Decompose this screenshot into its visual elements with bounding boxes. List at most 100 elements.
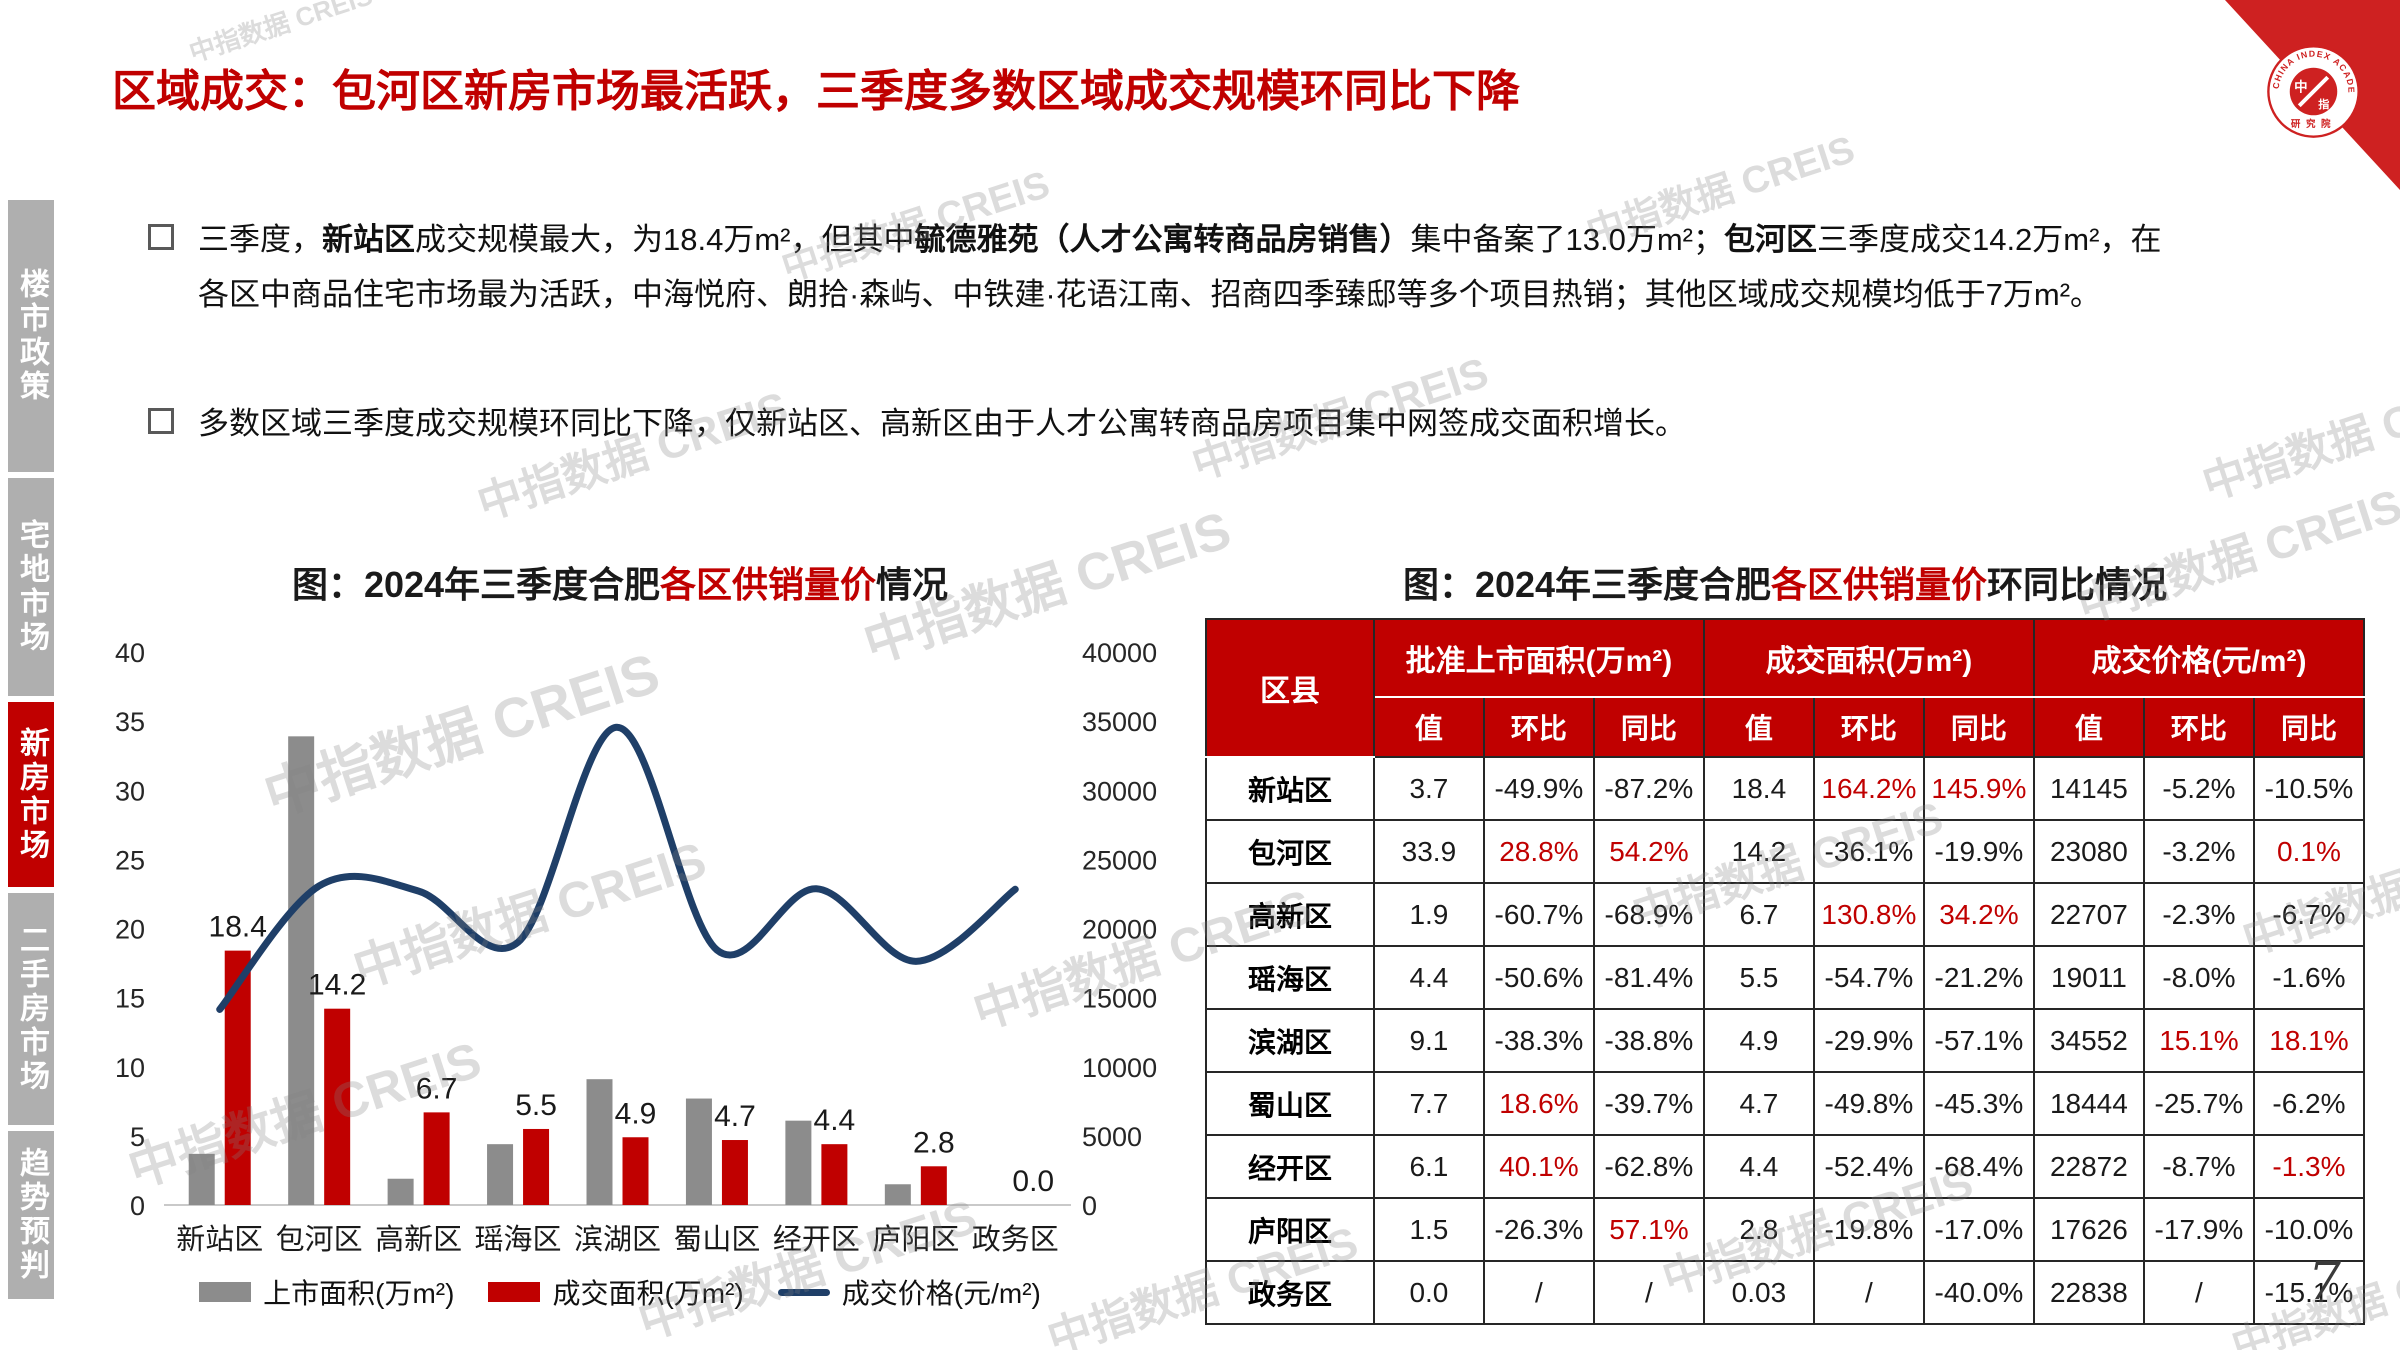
district-name-cell: 蜀山区 [1205,1071,1375,1136]
table-cell: 2.8 [1702,1197,1815,1262]
table-corner-header: 区县 [1205,618,1375,758]
table-cell: -60.7% [1482,882,1595,947]
legend-bar-swatch [488,1282,541,1302]
district-name-cell: 新站区 [1205,756,1375,821]
sidebar-item-5[interactable]: 趋势预判 [8,1131,54,1299]
table-cell: 19011 [2032,945,2145,1010]
table-cell: -21.2% [1922,945,2035,1010]
legend-label: 成交价格(元/m²) [841,1278,1041,1309]
table-cell: -2.3% [2142,882,2255,947]
table-cell: -45.3% [1922,1071,2035,1136]
bullet-square-icon [148,408,174,434]
legend-line-swatch [777,1288,830,1296]
district-stats-table: 区县 批准上市面积(万m²) 成交面积(万m²) 成交价格(元/m²) 值环比 同比值环比… [1205,618,2366,1325]
table-cell: / [2142,1260,2255,1325]
table-cell: 34.2% [1922,882,2035,947]
legend-label: 成交面积(万m²) [552,1278,744,1309]
table-cell: 22838 [2032,1260,2145,1325]
table-cell: -49.9% [1482,756,1595,821]
table-cell: -39.7% [1592,1071,1705,1136]
table-cell: 7.7 [1372,1071,1485,1136]
china-index-academy-seal: CHINA INDEX ACADEMY 中 指 研究院 [2266,44,2360,138]
table-cell: -17.9% [2142,1197,2255,1262]
table-cell: -57.1% [1922,1008,2035,1073]
left-axis-tick: 40 [115,638,145,668]
sidebar-item-3[interactable]: 新房市场 [8,702,54,887]
seal-slash-icon [2297,75,2330,108]
right-axis-tick: 15000 [1082,984,1157,1014]
bar-supply [884,1184,911,1205]
table-cell: -10.5% [2252,756,2366,821]
table-cell: 6.7 [1702,882,1815,947]
table-cell: -10.0% [2252,1197,2366,1262]
table-cell: -40.0% [1922,1260,2035,1325]
category-label: 高新区 [375,1223,462,1252]
table-cell: 40.1% [1482,1134,1595,1199]
price-line [216,723,1019,1013]
district-name-cell: 包河区 [1205,819,1375,884]
table-cell: -6.2% [2252,1071,2366,1136]
combo-chart: 0 5 10 15 20 25 30 35 40 0 5000 10000 15000 20000 2500… [115,638,1157,1252]
table-cell: -68.9% [1592,882,1705,947]
table-group-header: 批准上市面积(万m²) [1372,618,1705,698]
sidebar-item-2[interactable]: 宅地市场 [8,478,54,696]
table-cell: -52.4% [1812,1134,1925,1199]
table-group-header: 成交面积(万m²) [1702,618,2035,698]
category-label: 经开区 [773,1223,860,1252]
table-cell: 15.1% [2142,1008,2255,1073]
table-cell: -87.2% [1592,756,1705,821]
table-row: 高新区 1.9 -60.7% -68.9% 6.7 130.8% 34.2% 22707 -2.… [1205,882,2366,947]
table-cell: -17.0% [1922,1197,2035,1262]
district-name-cell: 瑶海区 [1205,945,1375,1010]
bar-sales [821,1144,848,1205]
table-cell: 4.7 [1702,1071,1815,1136]
district-name-cell: 高新区 [1205,882,1375,947]
bar-data-label: 4.9 [615,1097,657,1130]
table-row: 蜀山区 7.7 18.6% -39.7% 4.7 -49.8% -45.3% 18444 -25… [1205,1071,2366,1136]
sidebar-nav: 楼市政策宅地市场新房市场二手房市场趋势预判 [8,200,54,1305]
table-row: 庐阳区 1.5 -26.3% 57.1% 2.8 -19.8% -17.0% 17626 -17… [1205,1197,2366,1262]
table-cell: 5.5 [1702,945,1815,1010]
chart-title: 图：2024年三季度合肥各区供销量价情况 [291,564,949,605]
chart-legend: 上市面积(万m²) 成交面积(万m²) 成交价格(元/m²) [80,1272,1160,1312]
left-axis-tick: 0 [130,1191,145,1221]
table-cell: -29.9% [1812,1008,1925,1073]
table-cell: / [1482,1260,1595,1325]
right-axis-tick: 30000 [1082,776,1157,806]
bullet-text: 多数区域三季度成交规模环同比下降，仅新站区、高新区由于人才公寓转商品房项目集中网… [198,406,1686,441]
legend-bar-swatch [199,1282,252,1302]
bar-data-label: 4.7 [714,1100,756,1133]
table-cell: -49.8% [1812,1071,1925,1136]
right-axis-tick: 0 [1082,1191,1097,1221]
table-cell: 4.9 [1702,1008,1815,1073]
table-sub-header: 值 [1702,696,1815,758]
table-sub-header: 同比 [1592,696,1705,758]
table-cell: 145.9% [1922,756,2035,821]
bar-data-label: 4.4 [814,1104,856,1137]
table-cell: -62.8% [1592,1134,1705,1199]
table-cell: 4.4 [1372,945,1485,1010]
table-cell: -6.7% [2252,882,2366,947]
bar-supply [387,1178,414,1205]
table-cell: 33.9 [1372,819,1485,884]
table-cell: 0.03 [1702,1260,1815,1325]
bullet-square-icon [148,224,174,250]
table-sub-header: 环比 [1482,696,1595,758]
category-label: 蜀山区 [673,1224,760,1252]
table-cell: 18.1% [2252,1008,2366,1073]
right-axis-tick: 35000 [1082,707,1157,737]
table-sub-header: 环比 [1812,696,1925,758]
bar-supply [188,1153,215,1205]
bar-supply [785,1120,812,1205]
bar-data-label: 6.7 [416,1072,458,1105]
table-cell: 54.2% [1592,819,1705,884]
bar-sales [423,1112,450,1205]
table-group-header: 成交价格(元/m²) [2032,618,2366,698]
table-cell: 1.9 [1372,882,1485,947]
sidebar-item-1[interactable]: 楼市政策 [8,200,54,472]
table-cell: 14145 [2032,756,2145,821]
bullet-text: 三季度，新站区成交规模最大，为18.4万m²，但其中毓德雅苑（人才公寓转商品房销… [198,222,2162,312]
sidebar-item-4[interactable]: 二手房市场 [8,893,54,1125]
bar-data-label: 18.4 [209,911,267,944]
bar-data-label: 0.0 [1012,1165,1054,1198]
